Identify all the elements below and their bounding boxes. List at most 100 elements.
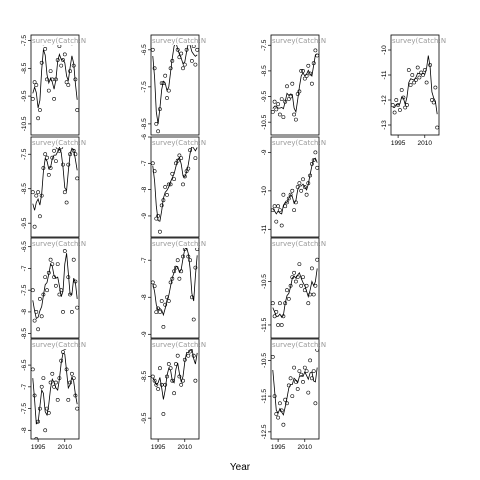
- y-tick-label: -7.5: [21, 403, 28, 415]
- data-point: [412, 80, 417, 85]
- data-point: [313, 283, 318, 288]
- data-point: [38, 296, 42, 301]
- data-point: [306, 63, 311, 68]
- data-point: [165, 295, 169, 300]
- data-point: [281, 115, 286, 120]
- data-point: [57, 45, 62, 48]
- strip-label: survey(Catch:N: [152, 139, 206, 147]
- y-tick-label: -10.5: [21, 116, 28, 131]
- y-tick-label: -8.5: [21, 328, 28, 340]
- panel-frame: [150, 338, 200, 440]
- data-point: [302, 76, 307, 81]
- data-point: [48, 166, 53, 170]
- data-point: [281, 422, 286, 427]
- data-point: [71, 63, 76, 68]
- strip-label: survey(Catch:N: [272, 240, 326, 248]
- x-tick-label: 2010: [58, 444, 73, 451]
- strip-label: survey(Catch:N: [32, 37, 86, 45]
- x-tick-label: 1995: [151, 444, 166, 451]
- data-point: [290, 81, 295, 86]
- x-tick-label: 2010: [178, 444, 193, 451]
- data-point: [274, 309, 279, 314]
- data-point: [36, 116, 41, 121]
- data-point: [392, 110, 397, 115]
- data-point: [46, 88, 51, 93]
- data-point: [61, 350, 65, 354]
- data-point: [301, 69, 305, 73]
- data-point: [288, 192, 293, 197]
- data-point: [193, 378, 198, 383]
- panel-frame: [270, 237, 320, 339]
- data-point: [283, 99, 288, 104]
- data-point: [281, 314, 286, 319]
- data-point: [286, 196, 291, 201]
- data-point: [54, 283, 58, 288]
- data-point: [315, 165, 319, 170]
- data-point: [66, 397, 71, 402]
- y-tick-label: -8: [21, 427, 28, 433]
- data-point: [50, 77, 55, 82]
- panel: survey(Catch:N -9.5 -8.5 -7.5: [21, 136, 86, 238]
- data-point: [433, 85, 438, 90]
- panel: survey(Catch:N -11.5 -10.5: [261, 237, 326, 339]
- data-point: [50, 262, 55, 267]
- panel: survey(Catch:N -12.5 -11.5 -10.5 1995 2010: [261, 338, 326, 451]
- data-point: [290, 394, 295, 399]
- data-point: [191, 353, 196, 358]
- data-point: [157, 366, 162, 371]
- data-point: [31, 367, 35, 372]
- data-point: [188, 258, 193, 263]
- data-point: [170, 276, 175, 281]
- data-point: [394, 98, 399, 102]
- data-point: [154, 382, 159, 387]
- data-point: [159, 81, 164, 86]
- data-point: [59, 288, 64, 293]
- data-point: [179, 382, 184, 387]
- data-point: [304, 192, 309, 197]
- data-point: [271, 355, 275, 359]
- panel-frame: [390, 34, 440, 136]
- x-tick-label: 1995: [271, 444, 286, 451]
- trend-line: [32, 49, 78, 108]
- data-point: [274, 107, 279, 112]
- data-point: [168, 182, 173, 187]
- data-point: [181, 254, 185, 259]
- data-point: [73, 279, 78, 284]
- data-point: [55, 58, 60, 62]
- data-point: [161, 324, 166, 329]
- data-point: [172, 177, 177, 182]
- data-point: [431, 100, 436, 105]
- data-point: [304, 369, 309, 374]
- data-point: [309, 81, 314, 86]
- data-point: [292, 365, 297, 370]
- data-point: [165, 192, 169, 197]
- data-point: [435, 125, 439, 130]
- x-axis-title: Year: [230, 462, 251, 473]
- panel-frame: [30, 136, 80, 238]
- y-tick-label: -8.5: [21, 62, 28, 74]
- data-point: [157, 310, 162, 315]
- trend-line: [152, 147, 198, 222]
- data-point: [302, 365, 307, 370]
- data-point: [302, 185, 307, 189]
- data-point: [295, 185, 300, 189]
- panel-frame: [150, 136, 200, 238]
- panel-plot-area: [31, 147, 79, 229]
- data-point: [295, 92, 300, 96]
- panel-plot-area: [391, 55, 439, 130]
- strip-label: survey(Catch:N: [272, 341, 326, 349]
- y-tick-label: -11: [381, 70, 388, 79]
- panel: survey(Catch:N -9 -8 -7: [141, 237, 206, 339]
- data-point: [61, 58, 65, 62]
- data-point: [32, 224, 37, 229]
- data-point: [315, 349, 319, 352]
- panel: survey(Catch:N -9.5 -8.5 1995 2010: [141, 338, 206, 451]
- data-point: [283, 204, 288, 209]
- strip-label: survey(Catch:N: [32, 341, 86, 349]
- data-point: [179, 269, 184, 274]
- data-point: [32, 80, 37, 85]
- data-point: [406, 68, 411, 72]
- data-point: [45, 406, 49, 411]
- data-point: [166, 299, 171, 303]
- data-point: [299, 188, 304, 193]
